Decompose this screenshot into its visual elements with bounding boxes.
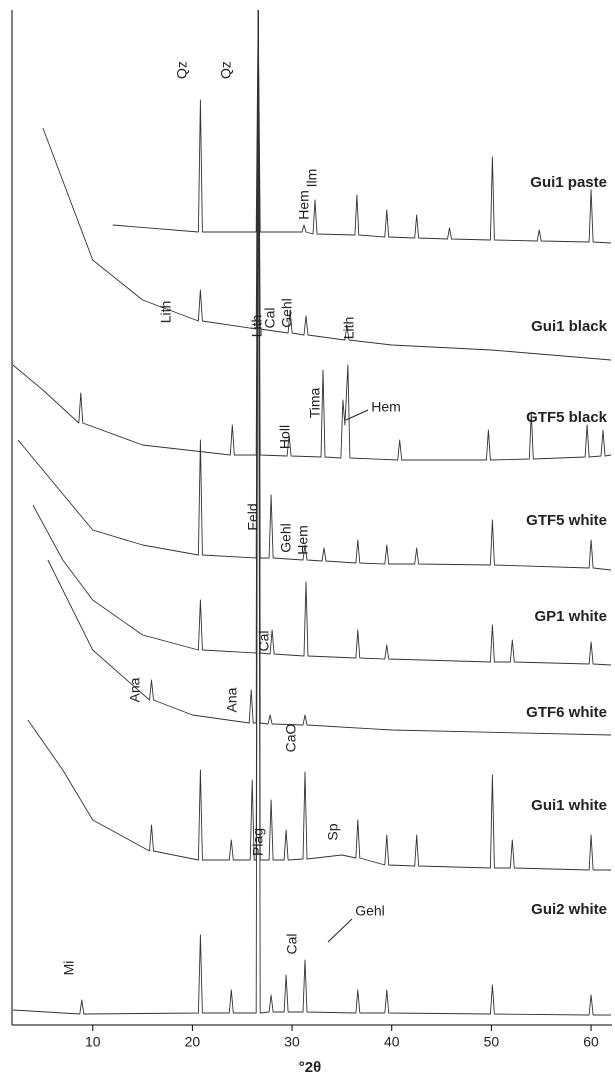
peak-annotation: Ana (224, 687, 240, 712)
peak-annotation: Mi (61, 961, 77, 976)
peak-annotation: Plag (250, 828, 266, 856)
peak-annotation: Hem (371, 399, 401, 415)
series-label: GTF5 black (526, 409, 608, 426)
x-tick-label: 30 (284, 1034, 300, 1050)
series-label: Gui2 white (531, 901, 607, 918)
peak-annotation: Gehl (355, 903, 385, 919)
xrd-trace (32, 10, 612, 666)
x-tick-label: 20 (185, 1034, 201, 1050)
peak-annotation: Qz (218, 61, 234, 79)
series-label: GP1 white (534, 608, 607, 625)
peak-annotation: Gehl (279, 298, 295, 328)
xrd-trace (27, 10, 611, 871)
xrd-trace (17, 10, 612, 571)
xrd-trace (12, 10, 612, 461)
series-label: GTF5 white (526, 512, 607, 529)
x-tick-label: 10 (85, 1034, 101, 1050)
peak-annotation: Feld (245, 503, 261, 530)
peak-annotation: Ana (127, 677, 143, 702)
series-label: Gui1 white (531, 797, 607, 814)
peak-annotation: CaO (283, 724, 299, 753)
series-label: Gui1 black (531, 318, 608, 335)
x-tick-label: 40 (384, 1034, 400, 1050)
peak-annotation: Lith (158, 301, 174, 324)
peak-annotation: Lith (341, 317, 357, 340)
peak-annotation: Cal (256, 630, 272, 651)
peak-annotation: Ilm (304, 169, 320, 188)
traces (12, 10, 612, 1016)
peak-annotation: Tima (307, 387, 323, 418)
peak-annotation: Holl (277, 425, 293, 449)
leader-line (327, 918, 353, 943)
xrd-trace (112, 10, 612, 244)
peak-annotation: Qz (174, 61, 190, 79)
x-tick-label: 60 (583, 1034, 599, 1050)
xrd-trace (42, 10, 612, 361)
leader-line (345, 409, 369, 421)
peak-annotation: Lith (249, 315, 265, 338)
x-axis-label: °2θ (299, 1059, 321, 1076)
peak-annotation: Hem (295, 525, 311, 555)
series-label: GTF6 white (526, 704, 607, 721)
xrd-trace (12, 10, 611, 1016)
peak-annotation: Cal (284, 933, 300, 954)
peak-annotation: Gehl (278, 523, 294, 553)
x-tick-label: 50 (484, 1034, 500, 1050)
peak-annotation: Sp (325, 823, 341, 840)
peak-annotation: Cal (262, 307, 278, 328)
peak-annotation: Hem (296, 190, 312, 220)
series-label: Gui1 paste (530, 174, 607, 191)
xrd-trace (47, 10, 612, 736)
